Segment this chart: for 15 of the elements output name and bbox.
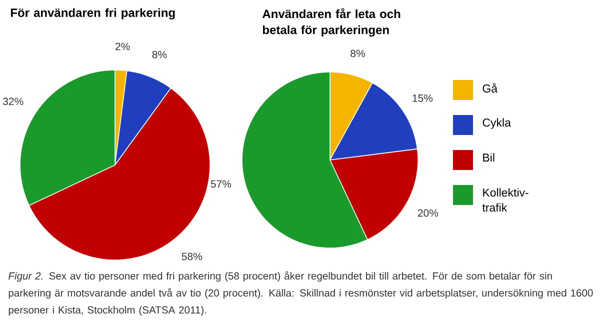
data-label: 32% [3, 98, 24, 106]
chart-title: Användaren får leta och betala för parkeringen [262, 8, 400, 37]
data-label: 15% [412, 94, 433, 102]
legend-label: Gå [482, 83, 498, 93]
legend-label: Kollektiv-trafik [482, 188, 528, 212]
text: Figur 2. Sex av tio personer med fri parkering (58 procent) åker regelbundet bil till arbetet. För de som betalar för sin parkering är motsvarande andel två av tio (20 procent). Källa: Skillnad i resmönster vid arbetsplatser, undersökning med 1600 personer i Kista, Stockholm (SATSA 2011). [8, 271, 593, 316]
legend-label: Bil [483, 153, 494, 162]
data-label: 20% [418, 209, 438, 217]
data-label: 57% [210, 180, 232, 188]
legend-label: Cykla [482, 118, 511, 129]
chart-title: För användaren fri parkering [11, 8, 175, 20]
data-label: 58% [182, 252, 202, 260]
data-label: 8% [350, 50, 365, 58]
data-label: 2% [116, 42, 130, 50]
data-label: 8% [152, 50, 167, 58]
